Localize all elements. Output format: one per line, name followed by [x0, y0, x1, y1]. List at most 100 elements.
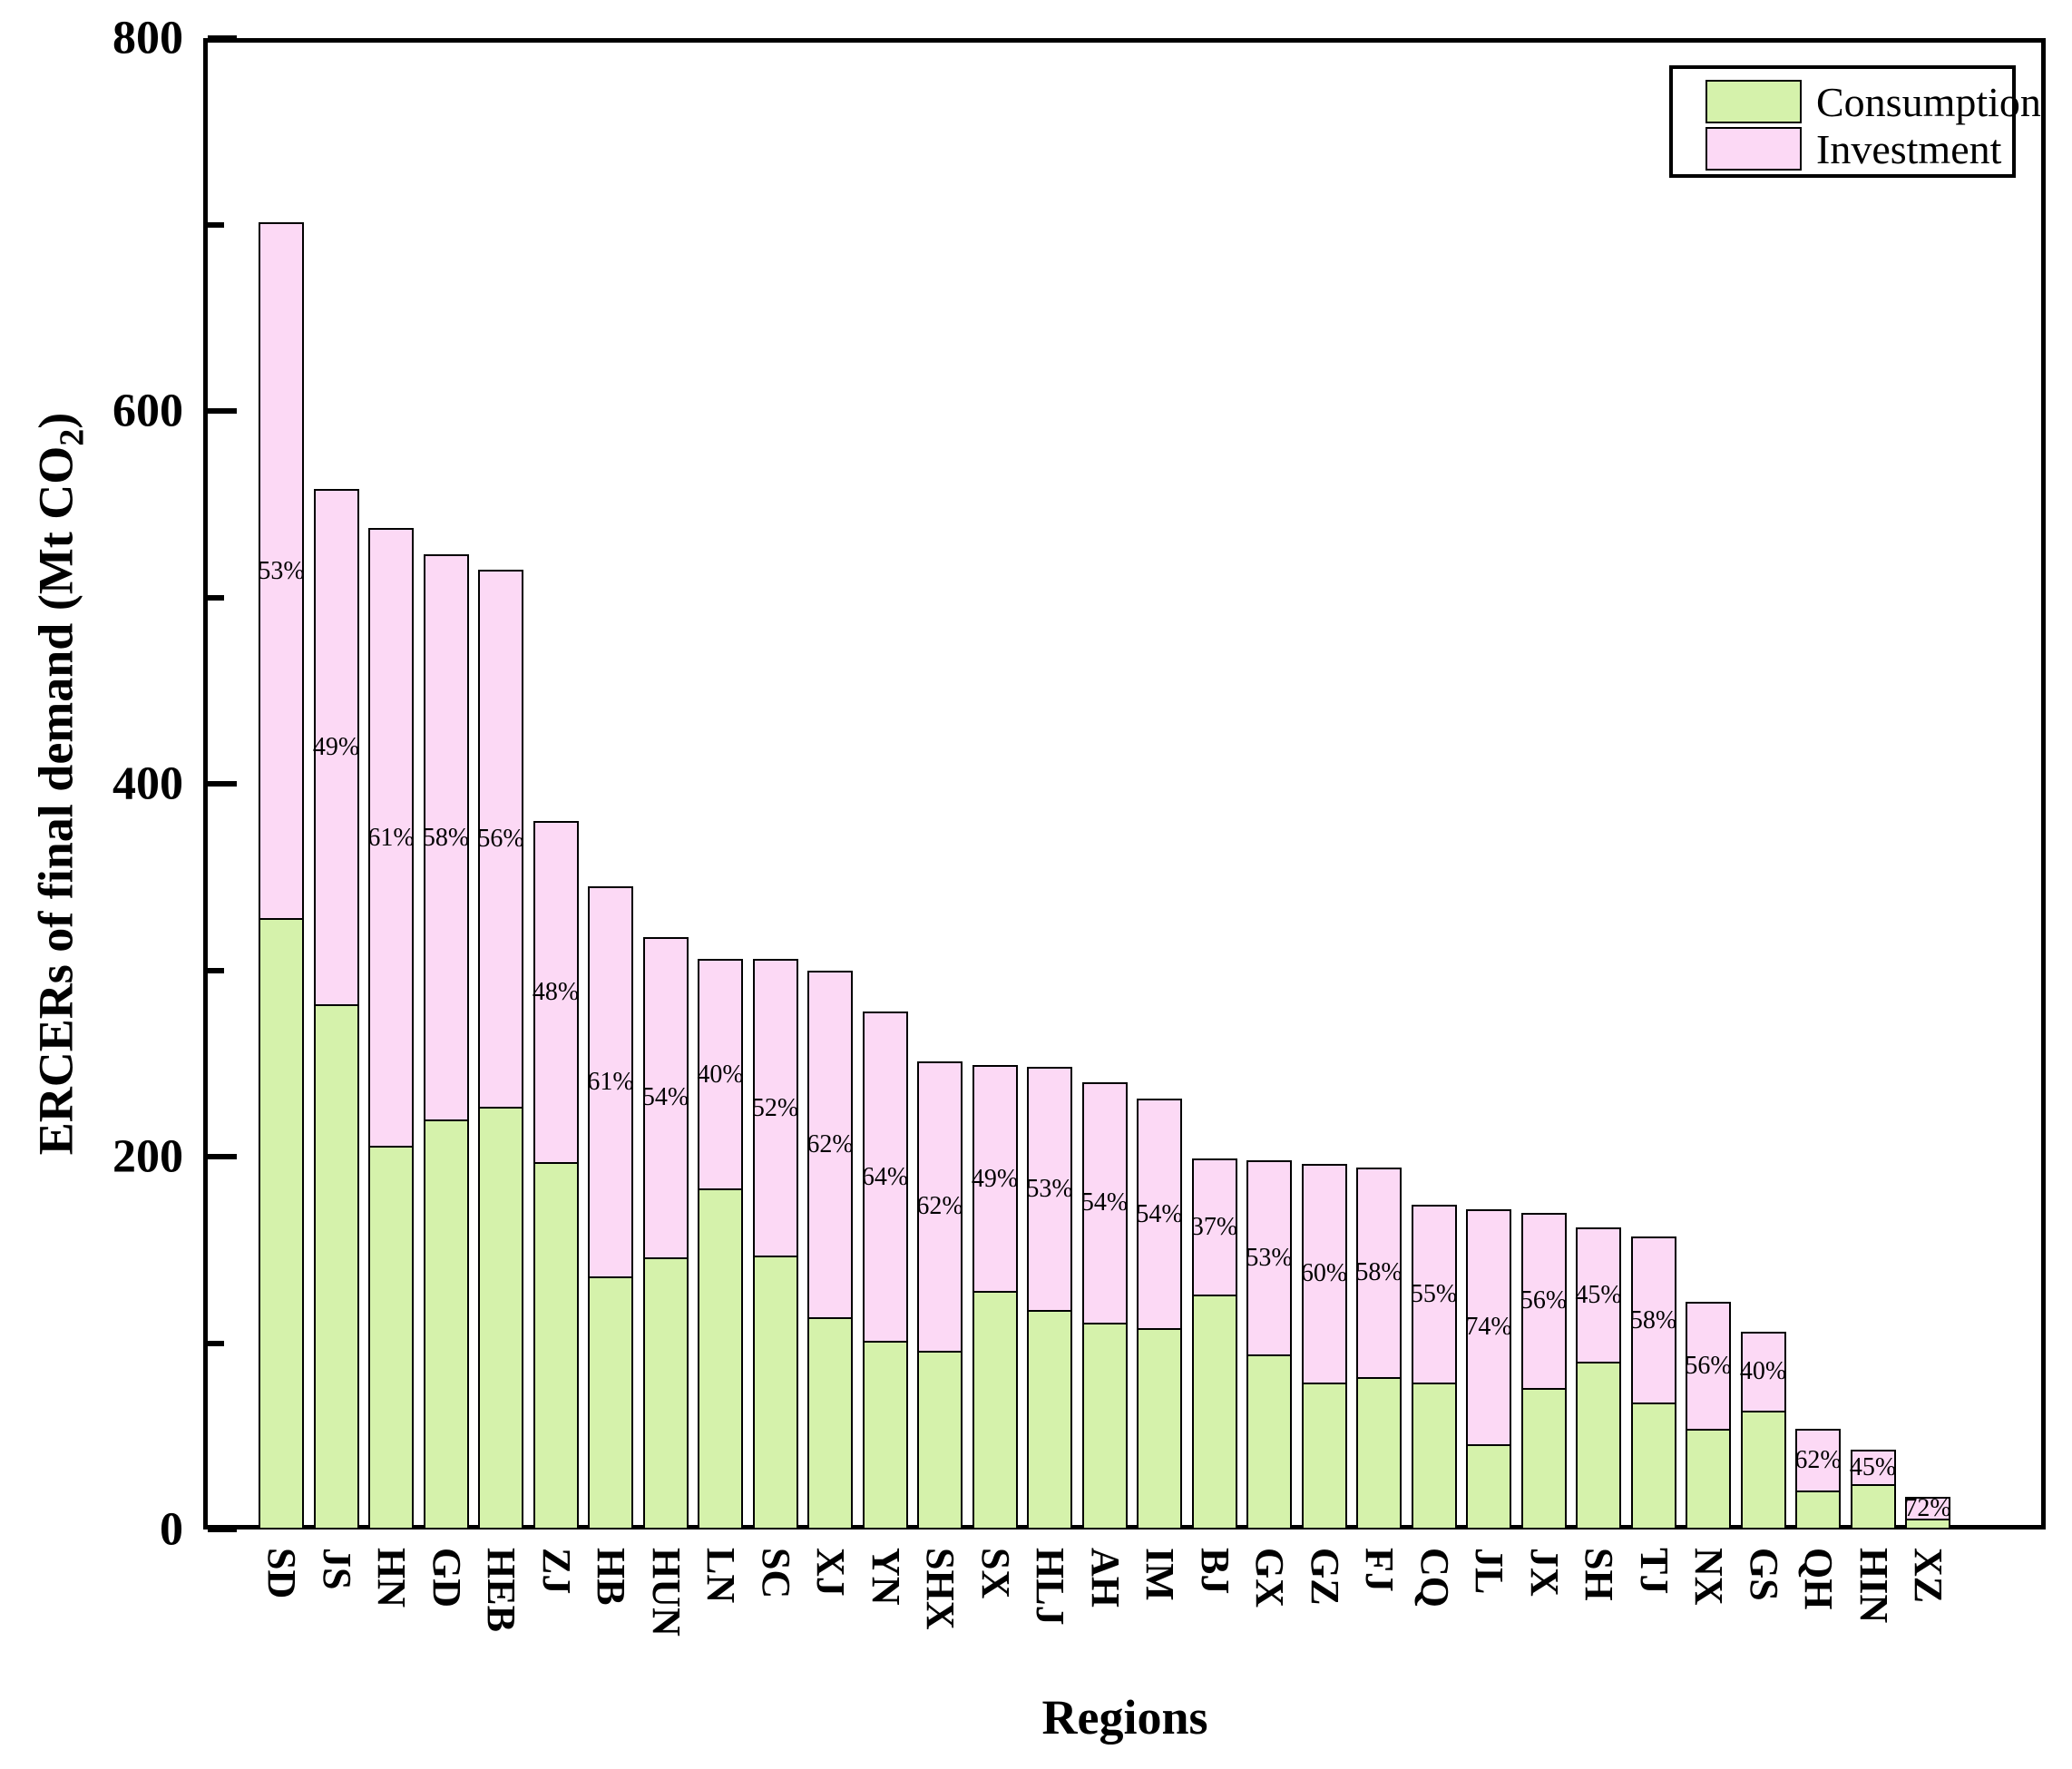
y-minor-tick — [208, 1340, 224, 1346]
investment-share-label: 40% — [697, 1060, 744, 1089]
bar-FJ — [1356, 1168, 1402, 1530]
bar-SD — [259, 222, 304, 1530]
bar-JS — [313, 489, 359, 1530]
x-tick-label-SH: SH — [1577, 1548, 1621, 1601]
bar-YN — [862, 1011, 908, 1530]
y-axis-title-end: ) — [28, 412, 83, 429]
bar-consumption-segment — [534, 1162, 577, 1528]
x-tick-label-SC: SC — [753, 1548, 798, 1599]
bar-consumption-segment — [1412, 1382, 1455, 1528]
x-tick-label-SHX: SHX — [918, 1548, 963, 1630]
x-tick-label-GZ: GZ — [1302, 1548, 1347, 1606]
x-tick-label-XJ: XJ — [808, 1548, 853, 1597]
bar-consumption-segment — [1029, 1309, 1070, 1528]
legend-item-investment: Investment — [1705, 126, 2005, 172]
bar-NX — [1686, 1302, 1731, 1530]
investment-share-label: 56% — [1520, 1286, 1568, 1315]
x-tick-label-ZJ: ZJ — [533, 1548, 579, 1595]
y-major-tick — [208, 35, 237, 41]
bar-ZJ — [533, 821, 579, 1530]
x-tick-label-JX: JX — [1521, 1548, 1567, 1597]
bar-consumption-segment — [1193, 1295, 1236, 1528]
x-tick-label-SX: SX — [972, 1548, 1018, 1599]
bar-IM — [1137, 1099, 1182, 1530]
investment-share-label: 54% — [1136, 1199, 1183, 1228]
bar-consumption-segment — [1468, 1443, 1510, 1528]
x-axis-title: Regions — [1041, 1690, 1208, 1745]
bar-consumption-segment — [1742, 1410, 1784, 1528]
bar-JX — [1520, 1212, 1567, 1530]
bar-consumption-segment — [1139, 1328, 1180, 1528]
investment-share-label: 55% — [1410, 1280, 1458, 1309]
bar-SC — [752, 959, 798, 1530]
bar-consumption-segment — [1632, 1402, 1675, 1528]
y-tick-label: 200 — [112, 1130, 183, 1183]
bar-TJ — [1630, 1236, 1676, 1530]
bar-consumption-segment — [1852, 1483, 1894, 1528]
x-tick-label-QH: QH — [1796, 1548, 1841, 1610]
x-tick-label-AH: AH — [1082, 1548, 1128, 1608]
bar-consumption-segment — [315, 1003, 357, 1528]
investment-share-label: 45% — [1849, 1452, 1897, 1481]
investment-share-label: 49% — [312, 732, 360, 761]
x-tick-label-BJ: BJ — [1192, 1548, 1237, 1595]
bar-BJ — [1191, 1158, 1237, 1530]
y-major-tick — [208, 781, 237, 787]
investment-share-label: 58% — [1629, 1305, 1677, 1334]
investment-share-label: 52% — [751, 1093, 799, 1122]
investment-share-label: 56% — [477, 824, 524, 853]
x-tick-label-FJ: FJ — [1357, 1548, 1402, 1592]
investment-share-label: 72% — [1904, 1493, 1951, 1522]
investment-share-label: 54% — [1080, 1188, 1129, 1217]
bar-GS — [1740, 1332, 1786, 1530]
investment-share-label: 60% — [1300, 1259, 1348, 1288]
bar-GX — [1246, 1160, 1292, 1530]
x-tick-label-HN: HN — [369, 1548, 414, 1608]
investment-share-label: 64% — [861, 1162, 909, 1191]
x-tick-label-SD: SD — [259, 1548, 304, 1599]
investment-share-label: 40% — [1739, 1357, 1787, 1386]
y-axis-title: ERCERs of final demand (Mt CO2) — [28, 413, 93, 1156]
bar-consumption-segment — [1687, 1429, 1729, 1528]
investment-share-label: 61% — [587, 1067, 634, 1096]
x-tick-label-TJ: TJ — [1631, 1548, 1676, 1595]
investment-share-label: 58% — [1355, 1258, 1403, 1287]
investment-share-label: 56% — [1685, 1352, 1732, 1381]
y-major-tick — [208, 1527, 237, 1532]
bar-consumption-segment — [864, 1341, 906, 1528]
bar-HEB — [478, 569, 523, 1530]
investment-share-label: 74% — [1465, 1313, 1512, 1342]
investment-share-label: 58% — [422, 823, 470, 852]
x-tick-label-GX: GX — [1247, 1548, 1292, 1608]
investment-share-label: 53% — [1246, 1243, 1293, 1272]
bar-consumption-segment — [1248, 1354, 1290, 1528]
bar-AH — [1081, 1081, 1128, 1530]
legend-label-consumption: Consumption — [1816, 79, 2041, 125]
bar-consumption-segment — [644, 1257, 687, 1528]
investment-share-label: 62% — [1794, 1445, 1842, 1474]
investment-share-label: 53% — [1026, 1174, 1073, 1203]
bar-QH — [1795, 1429, 1841, 1530]
x-tick-label-IM: IM — [1138, 1548, 1182, 1601]
x-tick-label-XZ: XZ — [1906, 1548, 1950, 1604]
consumption-swatch-icon — [1705, 80, 1802, 123]
x-tick-label-LN: LN — [699, 1548, 743, 1604]
bar-consumption-segment — [590, 1275, 631, 1528]
bar-consumption-segment — [1578, 1362, 1619, 1528]
bar-HLJ — [1027, 1067, 1072, 1530]
bar-consumption-segment — [260, 918, 302, 1528]
y-minor-tick — [208, 221, 224, 228]
y-major-tick — [208, 1154, 237, 1159]
bar-consumption-segment — [754, 1255, 797, 1528]
bar-consumption-segment — [370, 1145, 412, 1528]
investment-share-label: 49% — [971, 1164, 1019, 1193]
bar-consumption-segment — [809, 1316, 851, 1528]
y-tick-label: 0 — [160, 1503, 183, 1556]
bar-consumption-segment — [1797, 1490, 1839, 1528]
bar-consumption-segment — [699, 1187, 741, 1528]
investment-share-label: 48% — [532, 978, 580, 1007]
bar-HIN — [1850, 1449, 1896, 1530]
x-tick-label-HUN: HUN — [643, 1548, 689, 1637]
y-tick-label: 400 — [112, 757, 183, 810]
investment-share-label: 61% — [367, 823, 415, 852]
